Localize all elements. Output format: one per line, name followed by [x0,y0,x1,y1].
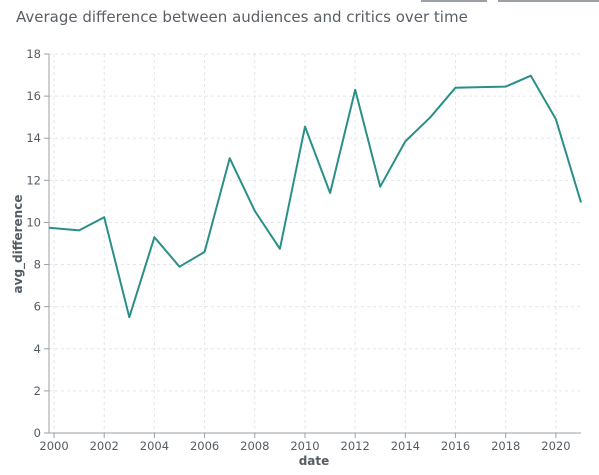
x-axis-title: date [299,454,330,468]
y-tick-label: 12 [26,173,41,187]
y-tick-label: 16 [26,89,41,103]
y-tick-label: 14 [26,131,41,145]
top-divider-right [498,0,599,2]
tick-labels: 0 2 4 6 8 10 12 14 16 18 2000 2002 2004 2006 2008 2010 2… [26,47,570,453]
x-tick-label: 2004 [140,439,169,453]
y-tick-label: 8 [34,258,41,272]
x-tick-label: 2002 [90,439,119,453]
y-tick-label: 10 [26,215,41,229]
series [48,74,582,319]
top-divider-left [421,0,487,2]
y-tick-label: 18 [26,47,41,61]
x-tick-label: 2018 [491,439,520,453]
x-tick-label: 2020 [541,439,570,453]
x-tick-label: 2006 [190,439,219,453]
y-tick-label: 6 [34,300,41,314]
y-tick-label: 2 [34,384,41,398]
chart-title: Average difference between audiences and… [16,8,468,26]
series-line [48,74,582,319]
x-tick-label: 2012 [341,439,370,453]
y-tick-label: 4 [34,342,41,356]
x-tick-label: 2000 [39,439,68,453]
x-tick-label: 2010 [290,439,319,453]
x-tick-label: 2008 [240,439,269,453]
y-tick-label: 0 [34,426,41,440]
grid [49,53,581,433]
x-tick-label: 2016 [441,439,470,453]
y-axis-title: avg_difference [11,195,26,294]
axes [44,53,581,438]
x-tick-label: 2014 [391,439,420,453]
